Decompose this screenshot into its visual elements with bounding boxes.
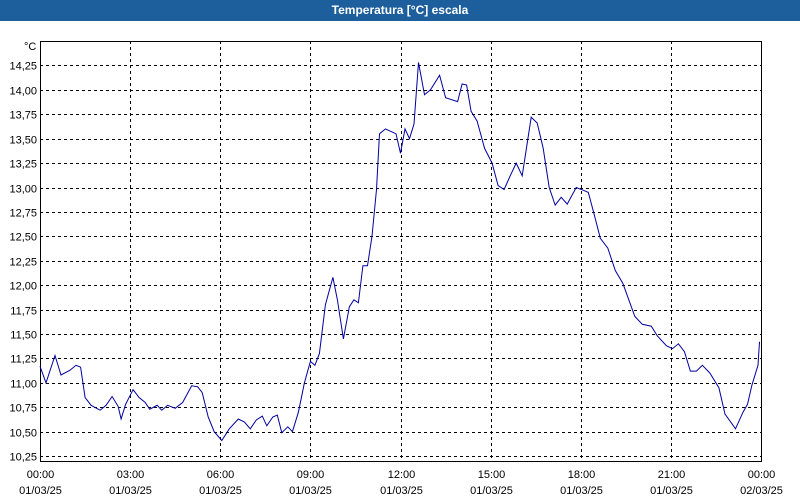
y-tick-label: 14,00 [9, 86, 37, 98]
y-tick-label: 11,50 [10, 330, 37, 342]
x-tick-time: 03:00 [117, 469, 145, 481]
x-tick-date: 01/03/25 [289, 485, 332, 497]
y-tick-label: 13,50 [9, 135, 37, 147]
y-axis: 10,25 10,50 10,75 11,00 11,25 11,50 11,75 12,00… [9, 61, 37, 464]
y-tick-label: 13,00 [9, 184, 37, 196]
x-tick-time: 06:00 [207, 469, 235, 481]
temperature-series-line [39, 62, 760, 442]
chart-title: Temperatura [°C] escala [0, 0, 800, 21]
y-tick-label: 10,75 [9, 403, 37, 415]
y-tick-label: 12,25 [9, 257, 37, 269]
x-tick-date: 01/03/25 [650, 485, 693, 497]
y-tick-label: 10,50 [9, 428, 37, 440]
x-tick-date: 01/03/25 [380, 485, 423, 497]
y-tick-label: 13,25 [9, 159, 37, 171]
y-tick-label: 14,25 [9, 61, 37, 73]
y-tick-label: 13,75 [9, 110, 37, 122]
y-tick-label: 10,25 [9, 452, 37, 464]
x-tick-time: 12:00 [388, 469, 416, 481]
x-tick-time: 00:00 [27, 469, 55, 481]
x-tick-date: 01/03/25 [109, 485, 152, 497]
x-tick-time: 18:00 [568, 469, 596, 481]
x-axis: 00:00 01/03/25 03:00 01/03/25 06:00 01/03/25 0… [19, 469, 783, 497]
x-tick-date: 01/03/25 [470, 485, 513, 497]
x-tick-date: 01/03/25 [19, 485, 62, 497]
y-tick-label: 12,75 [9, 208, 37, 220]
x-tick-time: 15:00 [478, 469, 506, 481]
y-tick-label: 12,50 [9, 232, 37, 244]
y-tick-label: 11,75 [10, 306, 37, 318]
x-tick-time: 09:00 [297, 469, 325, 481]
grid [40, 41, 761, 461]
plot-frame [40, 41, 762, 462]
x-tick-time: 21:00 [658, 469, 686, 481]
x-tick-date: 02/03/25 [740, 485, 783, 497]
x-tick-date: 01/03/25 [199, 485, 242, 497]
x-tick-date: 01/03/25 [560, 485, 603, 497]
y-tick-label: 11,25 [10, 354, 37, 366]
y-tick-label: 12,00 [9, 281, 37, 293]
y-axis-unit: °C [24, 41, 36, 53]
x-tick-time: 00:00 [748, 469, 776, 481]
y-tick-label: 11,00 [10, 379, 37, 391]
